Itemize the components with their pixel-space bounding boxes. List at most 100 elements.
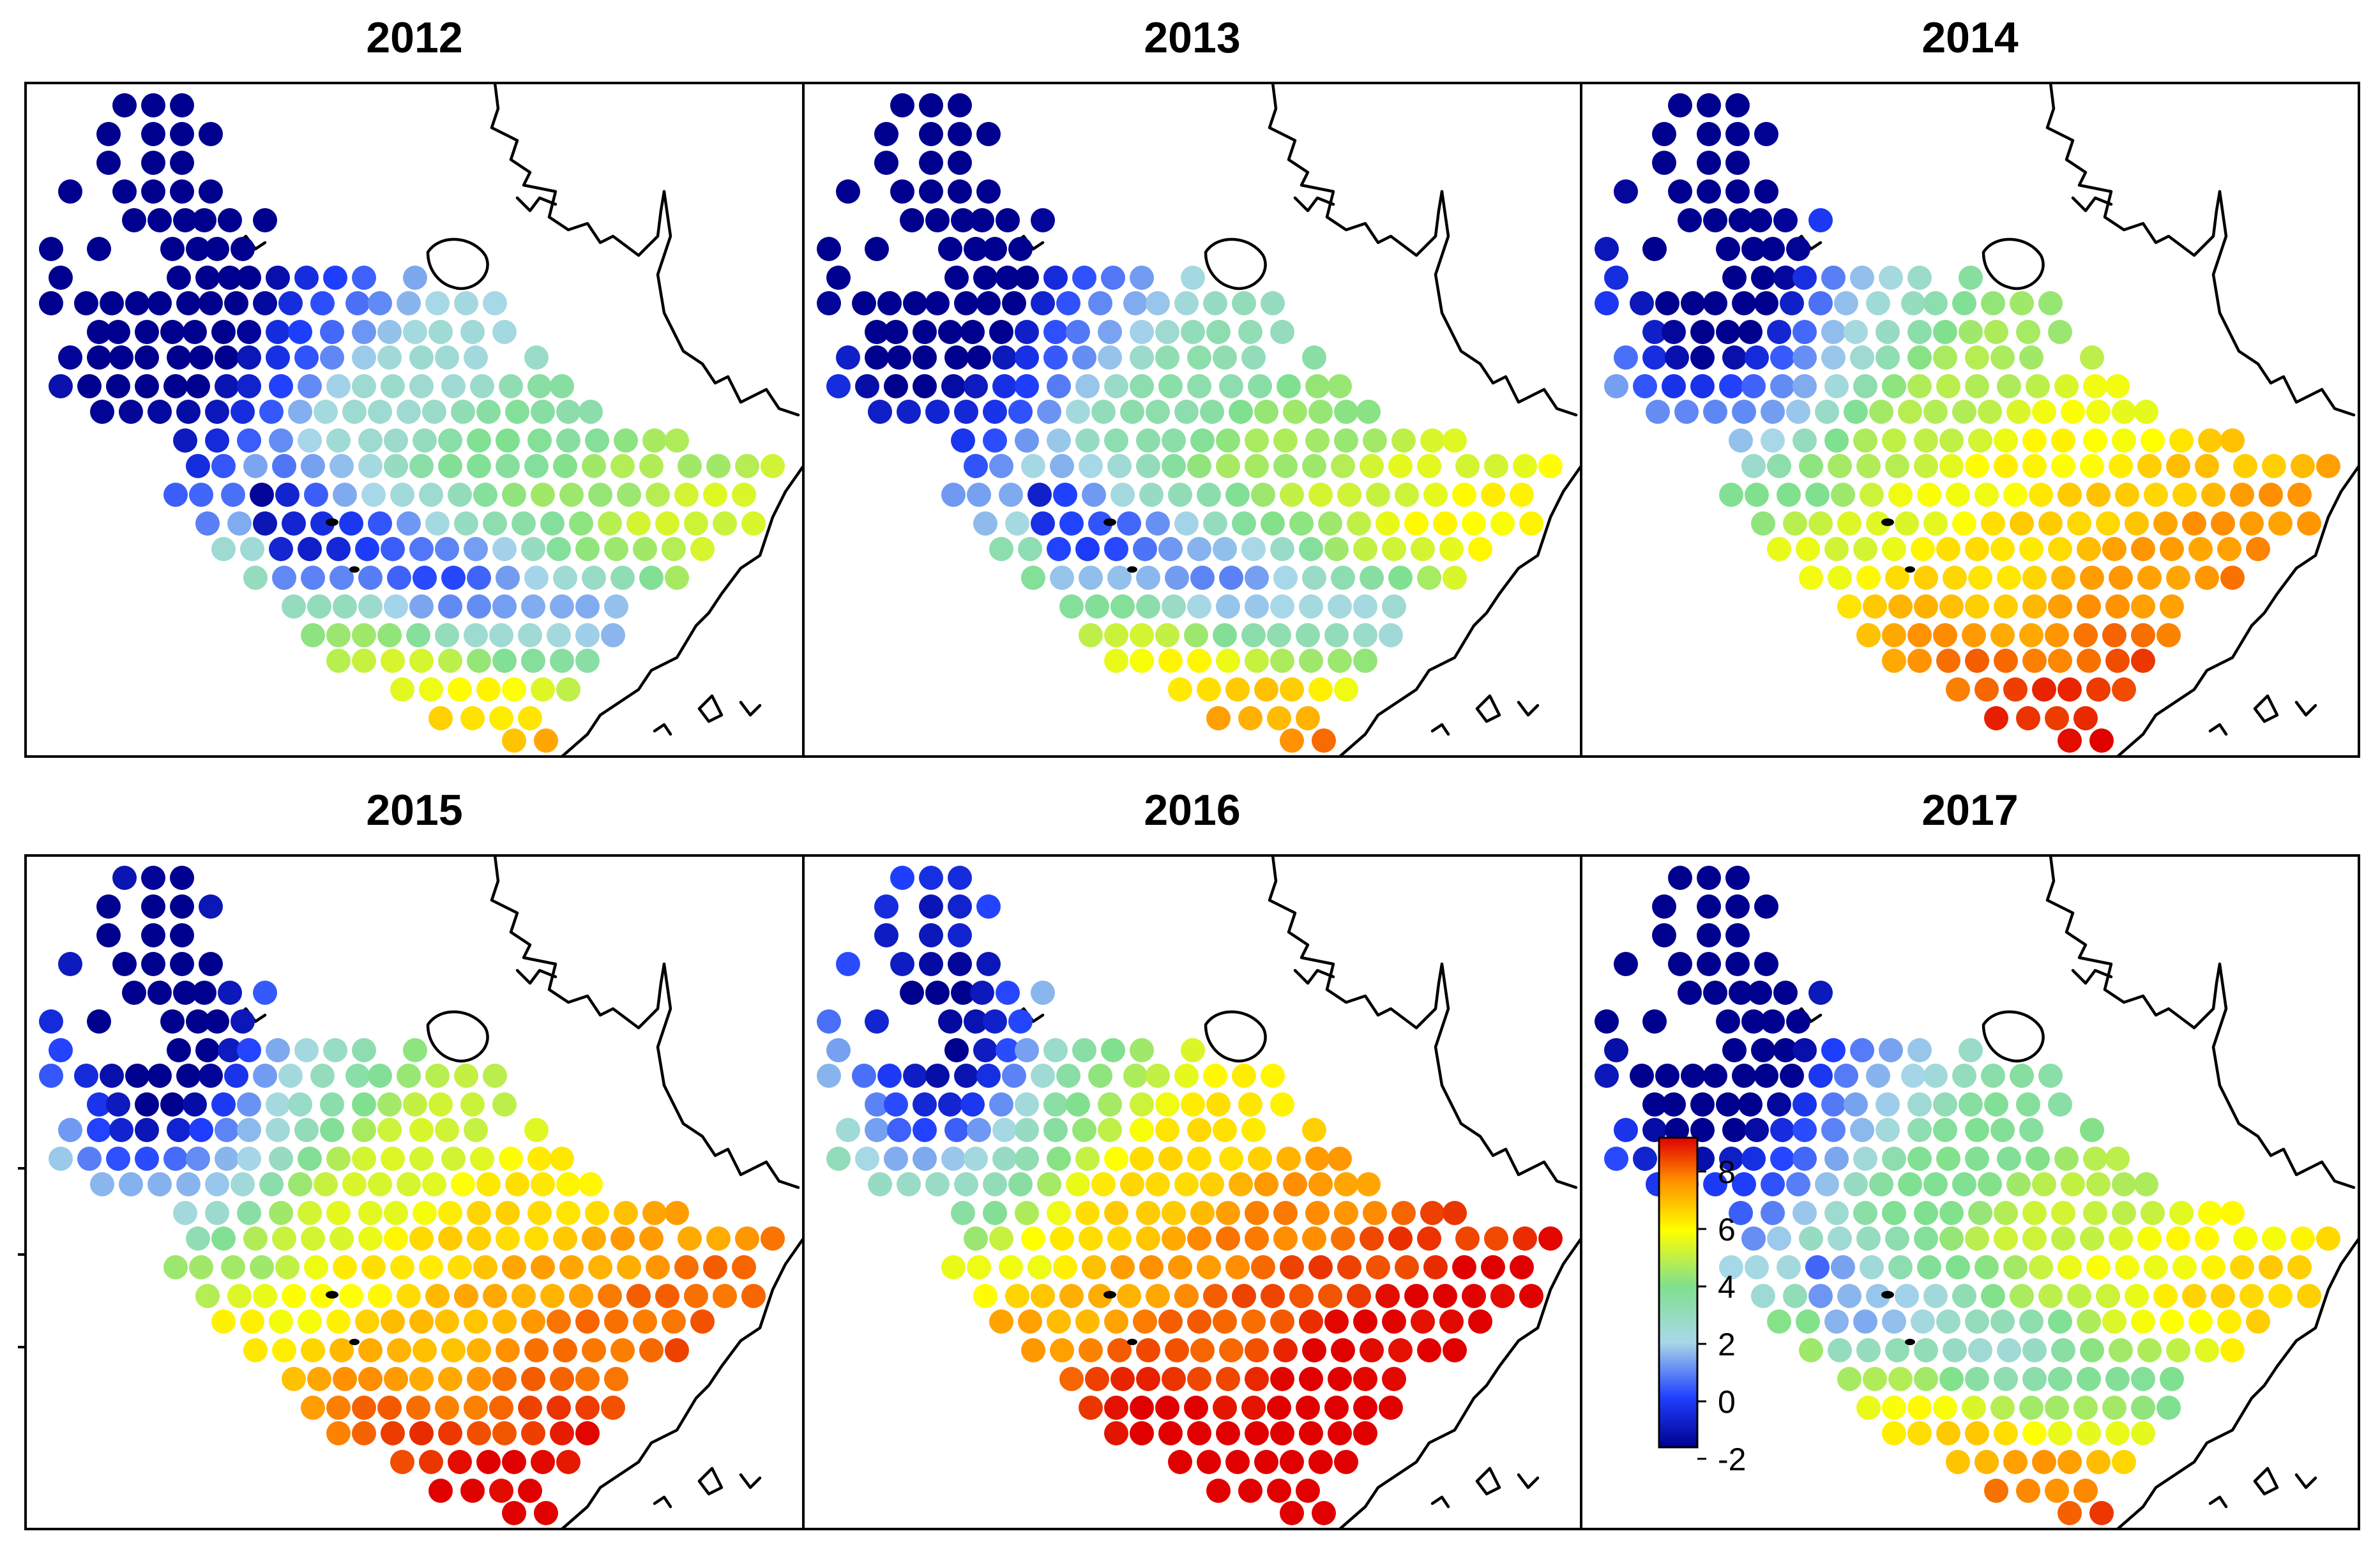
station-point — [454, 511, 478, 536]
station-point — [1328, 649, 1352, 673]
station-point — [1299, 1421, 1323, 1445]
station-point — [2137, 454, 2162, 478]
station-point — [967, 345, 991, 370]
station-point — [1353, 537, 1377, 561]
station-point — [713, 1284, 737, 1308]
station-point — [874, 894, 898, 919]
station-point — [2038, 291, 2063, 315]
station-point — [2029, 1255, 2053, 1279]
station-point — [610, 566, 635, 590]
station-point — [665, 566, 689, 590]
station-point — [1107, 1226, 1132, 1251]
station-point — [983, 400, 1007, 424]
station-point — [253, 511, 277, 536]
station-point — [1860, 1255, 1884, 1279]
station-point — [1668, 952, 1692, 976]
station-point — [1821, 320, 1846, 344]
station-point — [1888, 1255, 1913, 1279]
station-point — [2048, 537, 2072, 561]
station-point — [1468, 537, 1492, 561]
station-point — [1059, 1367, 1084, 1391]
station-point — [218, 981, 242, 1005]
station-point — [1978, 400, 2002, 424]
station-point — [1047, 374, 1071, 398]
station-point — [989, 454, 1013, 478]
station-point — [626, 1284, 651, 1308]
station-point — [1098, 320, 1122, 344]
station-point — [221, 1255, 245, 1279]
station-point — [272, 1226, 296, 1251]
station-point — [1933, 345, 1957, 370]
station-point — [919, 122, 943, 146]
station-point — [1308, 677, 1333, 702]
station-point — [553, 1226, 577, 1251]
station-point — [330, 566, 354, 590]
station-point — [1388, 454, 1413, 478]
station-point — [58, 179, 82, 204]
station-point — [874, 151, 898, 175]
station-point — [186, 1147, 210, 1171]
station-point — [1690, 345, 1715, 370]
station-point — [448, 1450, 472, 1474]
station-point — [1703, 981, 1727, 1005]
station-point — [890, 866, 914, 890]
station-point — [1732, 291, 1756, 315]
coastline-segment — [739, 1473, 762, 1489]
station-point — [326, 428, 351, 453]
station-point — [231, 400, 255, 424]
station-point — [1388, 566, 1413, 590]
station-point — [556, 400, 580, 424]
station-point — [1187, 1226, 1211, 1251]
station-point — [384, 428, 408, 453]
station-point — [1146, 291, 1170, 315]
station-point — [855, 1147, 879, 1171]
station-point — [2201, 1255, 2225, 1279]
station-point — [333, 594, 357, 619]
station-point — [1745, 1255, 1769, 1279]
station-point — [368, 291, 392, 315]
station-point — [1388, 1226, 1413, 1251]
station-point — [253, 1064, 277, 1088]
coastline-segment — [2045, 83, 2222, 257]
station-point — [74, 1064, 98, 1088]
station-point — [2141, 1201, 2165, 1225]
station-point — [598, 1284, 622, 1308]
station-point — [390, 677, 414, 702]
station-point — [2195, 1226, 2219, 1251]
station-point — [409, 345, 434, 370]
station-point — [377, 1118, 402, 1142]
station-point — [1213, 537, 1237, 561]
station-point — [684, 511, 708, 536]
station-point — [266, 1118, 290, 1142]
map-panel-2012 — [39, 83, 803, 757]
station-point — [1783, 1284, 1807, 1308]
station-point — [1853, 1147, 1877, 1171]
coastline-segment — [1475, 694, 1501, 723]
station-point — [2195, 1338, 2219, 1362]
station-point — [167, 345, 191, 370]
station-point — [550, 1147, 574, 1171]
station-point — [199, 952, 223, 976]
station-point — [205, 237, 229, 261]
station-point — [1780, 1064, 1804, 1088]
station-point — [1280, 1501, 1304, 1525]
station-point — [1824, 1147, 1849, 1171]
station-point — [499, 374, 523, 398]
station-point — [925, 1064, 950, 1088]
station-point — [1936, 374, 1960, 398]
station-point — [192, 981, 216, 1005]
station-point — [1888, 483, 1913, 507]
station-point — [211, 1226, 236, 1251]
station-point — [890, 93, 914, 117]
station-point — [218, 1038, 242, 1062]
station-point — [269, 428, 293, 453]
coastline-segment — [560, 464, 803, 757]
coastline-segment — [2208, 1495, 2228, 1509]
station-point — [865, 1118, 889, 1142]
station-point — [1305, 1147, 1330, 1171]
station-point — [1994, 649, 2018, 673]
station-point — [425, 1064, 450, 1088]
station-point — [243, 454, 268, 478]
station-point — [1936, 537, 1960, 561]
station-point — [1490, 511, 1515, 536]
